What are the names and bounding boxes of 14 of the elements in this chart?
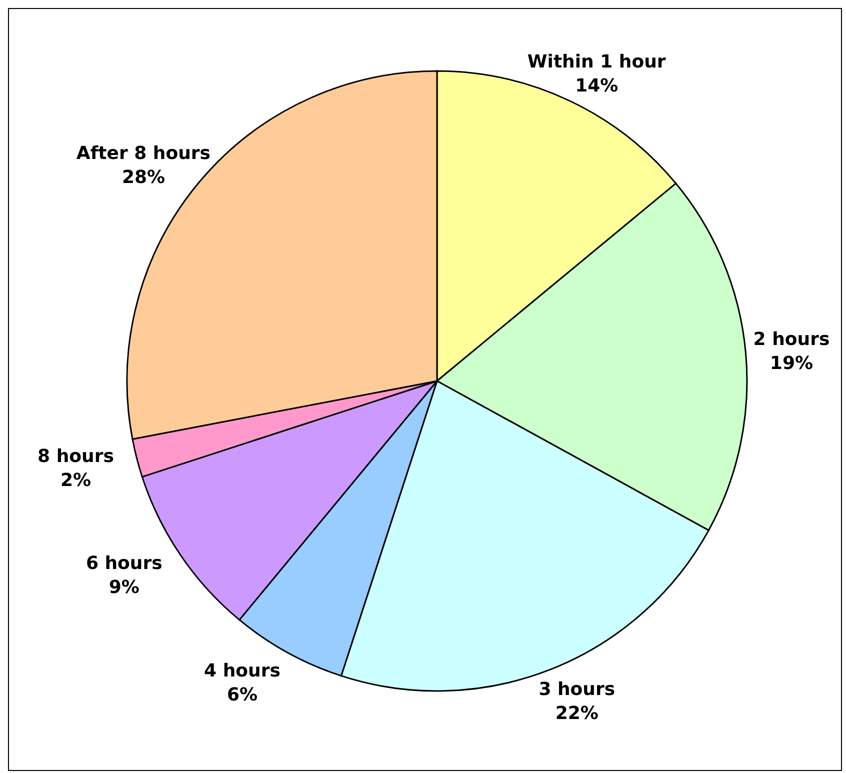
data-label: 14% bbox=[575, 76, 618, 97]
slice-label: 4 hours bbox=[204, 660, 280, 682]
slice-label: 2 hours bbox=[753, 328, 830, 350]
slice-label: After 8 hours bbox=[76, 143, 211, 164]
data-label: 2% bbox=[60, 470, 92, 492]
slice-label: 6 hours bbox=[86, 553, 162, 574]
data-label: 22% bbox=[555, 702, 598, 724]
slice-label: 3 hours bbox=[538, 678, 616, 700]
slice-label: Within 1 hour bbox=[527, 52, 666, 73]
data-label: 9% bbox=[108, 577, 140, 598]
data-label: 6% bbox=[226, 684, 258, 706]
data-label: 19% bbox=[770, 352, 814, 374]
slice-label: 8 hours bbox=[38, 446, 114, 468]
data-label: 28% bbox=[122, 167, 166, 188]
